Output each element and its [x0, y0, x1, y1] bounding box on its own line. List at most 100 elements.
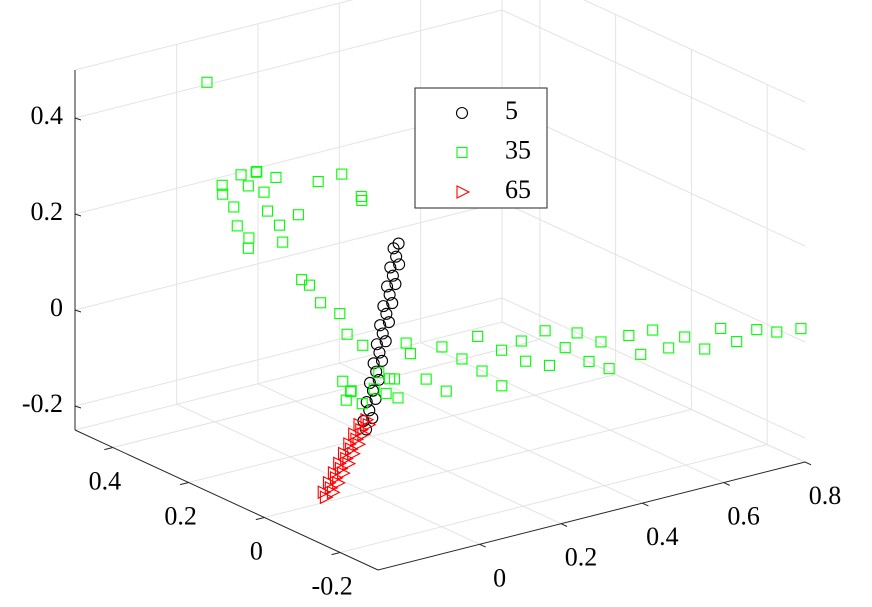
x-tick — [804, 461, 812, 466]
point — [380, 387, 392, 399]
point — [515, 335, 527, 347]
z-tick — [74, 117, 82, 121]
y-tick-label: 0 — [250, 536, 263, 565]
point — [360, 412, 375, 427]
point — [382, 316, 395, 329]
point — [370, 365, 383, 378]
x-tick — [479, 543, 486, 548]
point — [388, 373, 401, 385]
point — [345, 385, 357, 397]
point — [392, 237, 405, 250]
point — [440, 385, 452, 397]
point — [404, 348, 417, 360]
point — [731, 335, 743, 348]
grid-line — [420, 0, 724, 484]
point — [357, 339, 369, 351]
point — [495, 344, 508, 356]
point — [377, 300, 390, 313]
point — [400, 337, 412, 349]
legend-marker — [455, 106, 469, 120]
point — [379, 335, 392, 348]
grid-line — [338, 3, 643, 504]
point — [341, 328, 353, 340]
axes: 0 0.2 0.4 0.6 0.8 -0.2 0 0.2 0.4 -0.2 0 0.2 0.4 — [22, 70, 841, 600]
y-tick-label: 0.2 — [164, 501, 197, 530]
legend-marker — [456, 146, 468, 159]
point — [343, 437, 358, 451]
point — [336, 168, 348, 180]
z-tick-label: 0.4 — [31, 101, 64, 130]
point — [303, 279, 316, 291]
point — [231, 220, 243, 232]
y-tick — [331, 552, 341, 556]
point — [375, 354, 389, 367]
point — [353, 417, 368, 432]
point — [356, 194, 368, 207]
point — [337, 446, 352, 461]
y-tick — [255, 517, 265, 521]
point — [317, 485, 332, 500]
y-tick — [179, 482, 189, 486]
point — [348, 427, 362, 441]
point — [571, 327, 583, 339]
point — [373, 346, 386, 359]
point — [273, 219, 286, 231]
z-tick-label: 0 — [50, 293, 63, 322]
box-edge — [74, 0, 806, 103]
x-tick-label: 0 — [493, 563, 506, 592]
point — [251, 165, 263, 178]
x-tick-label: 0.6 — [727, 502, 760, 531]
point — [715, 322, 727, 335]
point — [235, 169, 247, 181]
z-tick-label: -0.2 — [22, 389, 63, 418]
x-tick — [642, 502, 649, 507]
point — [595, 336, 607, 348]
point — [603, 363, 615, 375]
point — [337, 375, 349, 387]
point — [647, 324, 659, 336]
legend-label: 35 — [505, 135, 531, 164]
z-tick — [74, 309, 82, 313]
legend-label: 65 — [505, 175, 531, 204]
point — [699, 343, 711, 355]
point — [383, 288, 396, 301]
point — [356, 398, 368, 410]
point — [393, 258, 406, 271]
point — [496, 380, 508, 392]
x-axis — [377, 461, 806, 571]
point — [201, 76, 213, 88]
point — [333, 456, 347, 471]
grid-line — [74, 297, 806, 439]
point — [583, 355, 595, 367]
point — [373, 367, 385, 379]
point — [217, 188, 229, 200]
point — [262, 205, 274, 217]
legend-label: 5 — [505, 96, 518, 125]
point — [623, 329, 635, 342]
point — [315, 297, 327, 309]
point — [635, 348, 647, 360]
point — [228, 201, 240, 213]
grid-line — [501, 0, 806, 463]
z-tick-label: 0.2 — [31, 197, 64, 226]
point — [543, 359, 556, 371]
legend-marker — [456, 185, 471, 199]
x-tick — [723, 482, 730, 486]
point — [292, 209, 304, 221]
point — [368, 383, 380, 395]
point — [520, 355, 532, 367]
point — [258, 186, 270, 198]
point — [436, 341, 448, 353]
point — [390, 250, 403, 263]
y-tick-label: 0.4 — [89, 466, 122, 495]
y-tick-label: -0.2 — [312, 571, 353, 600]
x-tick-label: 0.8 — [809, 481, 842, 510]
point — [355, 190, 367, 203]
point — [472, 330, 484, 342]
point — [392, 392, 404, 404]
point — [322, 475, 337, 490]
point — [277, 236, 289, 248]
x-tick-label: 0.2 — [565, 543, 598, 572]
points — [201, 76, 807, 505]
